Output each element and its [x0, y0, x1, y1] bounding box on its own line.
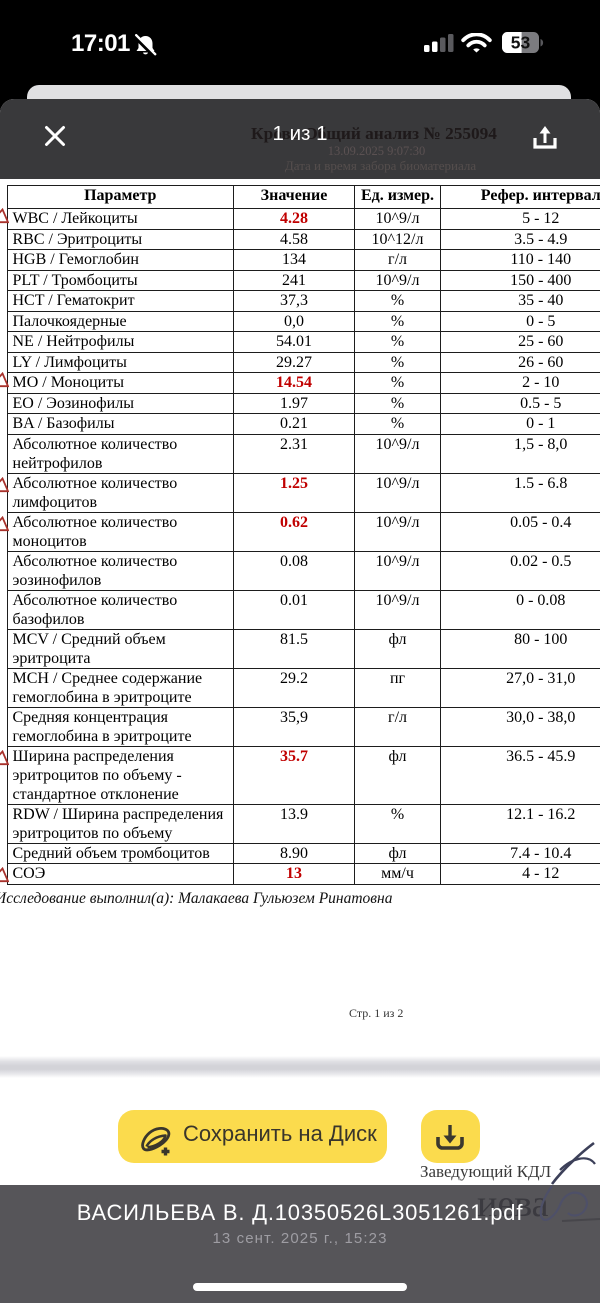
svg-text:53: 53	[511, 33, 531, 53]
